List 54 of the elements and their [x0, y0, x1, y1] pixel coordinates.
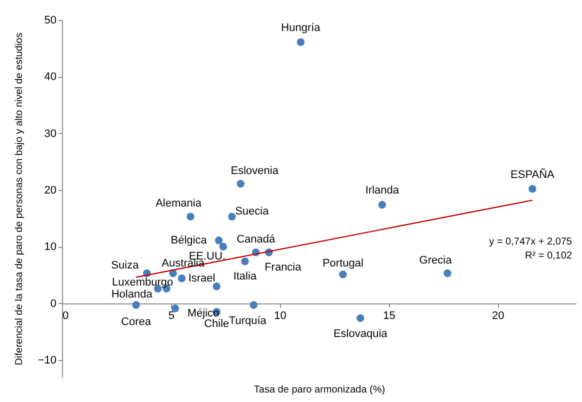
x-axis-title: Tasa de paro armonizada (%) [254, 384, 386, 396]
point [178, 274, 186, 282]
annotation: Irlanda [365, 184, 400, 197]
annotation: Alemania [156, 198, 202, 210]
point [132, 301, 140, 309]
annotation: Canadá [236, 233, 276, 246]
x-tick-label: 0 [62, 310, 69, 322]
x-tick-label: 20 [492, 310, 504, 322]
annotation: Suecia [235, 206, 270, 218]
annotation: Corea [121, 316, 152, 328]
point [214, 236, 223, 244]
point [228, 212, 236, 220]
y-axis-title: Diferencial de la tasa de paro de personas con bajo y alto nivel de estudios [14, 32, 25, 366]
annotation: R² = 0,102 [525, 250, 572, 262]
y-tick-label: 20 [44, 184, 56, 196]
annotation: Bélgica [170, 234, 208, 246]
point [250, 301, 258, 309]
y-tick-label: 50 [44, 14, 56, 26]
x-tick-label: 10 [274, 310, 286, 322]
x-tick-label: 15 [383, 310, 396, 322]
annotation: Portugal [322, 257, 364, 270]
y-tick-label: 30 [44, 128, 56, 140]
annotation: Israel [188, 272, 216, 284]
point [339, 270, 347, 278]
point [219, 242, 228, 251]
annotation: Francia [264, 261, 302, 274]
y-tick-label: −10 [38, 354, 56, 366]
annotation: Chile [204, 318, 230, 330]
annotation: Grecia [419, 254, 453, 266]
annotation: Hungría [281, 22, 322, 34]
annotation: Eslovaquia [333, 328, 388, 340]
annotation: Luxemburgo [112, 276, 174, 289]
point [444, 269, 452, 278]
point [236, 180, 244, 188]
annotation: Italia [233, 270, 258, 282]
annotation: Holanda [111, 288, 154, 301]
point [212, 282, 221, 290]
point [241, 258, 249, 266]
point [171, 304, 180, 312]
point [356, 314, 364, 322]
x-tick-label: 5 [168, 310, 174, 322]
point [378, 200, 386, 209]
annotation: ESPAÑA [510, 168, 556, 181]
y-tick-label: 40 [44, 71, 56, 84]
annotation: Suiza [111, 259, 140, 272]
annotation: Turquía [228, 315, 268, 328]
point [296, 38, 305, 46]
y-tick-label: 10 [44, 241, 56, 254]
annotation: y = 0,747x + 2,075 [489, 236, 572, 248]
point [186, 212, 194, 220]
point [528, 185, 536, 193]
annotation: Eslovenia [230, 164, 280, 177]
annotation: Méjico [187, 307, 220, 320]
y-tick-label: 0 [50, 298, 56, 310]
